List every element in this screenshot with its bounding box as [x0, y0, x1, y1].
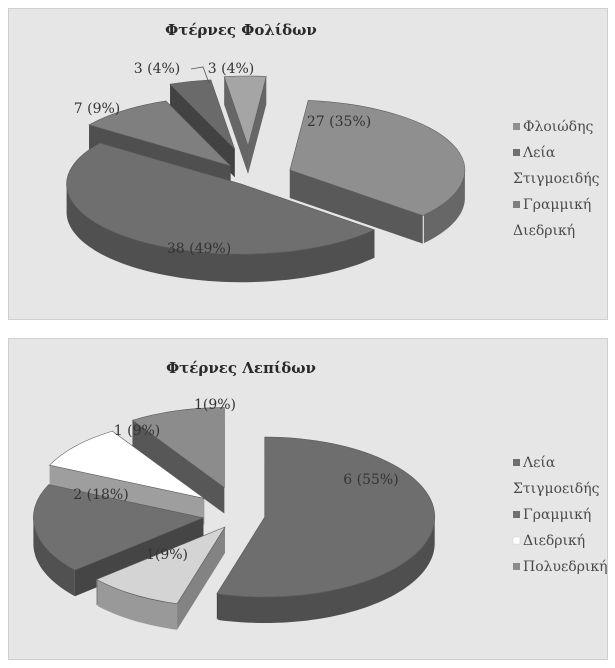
pie-slice-2-4 [131, 407, 225, 514]
pie-slice-2-0 [216, 436, 436, 623]
legend-text-2-1: Στιγμοειδής [513, 481, 600, 497]
pie-slice-top-2-3 [49, 430, 205, 499]
legend-swatch-2-4 [513, 563, 520, 570]
pie-slice-top-2-1 [95, 526, 226, 605]
pie-slice-1-0 [289, 100, 466, 244]
leader-line-1 [190, 66, 210, 84]
legend-text-2-3: Διεδρική [523, 533, 585, 549]
pie-slice-1-4 [223, 75, 267, 175]
pie-slice-wall-1-4 [224, 76, 249, 175]
data-label-2-2: 2 (18%) [73, 487, 128, 503]
pie-slice-side-1-0 [423, 170, 465, 244]
legend-text-2-4: Πολυεδρική [523, 559, 607, 575]
chart-panel-1: Φτέρνες Φολίδων 27 (35%) 38 (49%) 7 (9%)… [8, 8, 608, 320]
pie-chart-1: Φτέρνες Φολίδων 27 (35%) 38 (49%) 7 (9%)… [66, 21, 600, 283]
pie-slice-top-1-4 [223, 75, 267, 148]
chart-title-2: Φτέρνες Λεπίδων [166, 359, 316, 377]
legend-text-2-0: Λεία [522, 454, 556, 471]
pie-slice-side-2-1 [97, 580, 177, 630]
pie-slice-wall-2-4 [132, 420, 225, 514]
pie-slice-top-2-2 [33, 484, 205, 571]
pie-slice-1-1 [66, 142, 376, 283]
pie-slice-top-2-4 [131, 407, 225, 489]
legend-text-1-3: Γραμμική [523, 197, 591, 213]
pie-slice-top-1-0 [289, 100, 466, 216]
legend-swatch-2-2 [513, 511, 520, 518]
legend-swatch-2-0 [513, 459, 520, 466]
data-label-2-4: 1(9%) [194, 397, 236, 413]
pie-slice-top-2-0 [216, 436, 436, 598]
chart-title-1: Φτέρνες Φολίδων [165, 21, 317, 39]
legend-text-1-0: Φλοιώδης [523, 119, 594, 135]
legend-swatch-1-3 [513, 201, 520, 208]
data-label-2-1: 1(9%) [146, 547, 188, 563]
pie-slice-top-1-3 [169, 79, 236, 150]
pie-slice-side-1-1 [66, 185, 375, 283]
pie-slice-side-2-0 [217, 517, 435, 623]
data-label-1-0: 27 (35%) [307, 114, 371, 130]
pie-chart-2: Φτέρνες Λεπίδων 6 (55%) 1(9%) 2 (18%) 1 … [33, 359, 607, 630]
pie-slice-top-1-1 [66, 142, 376, 255]
legend-text-2-2: Γραμμική [523, 507, 591, 523]
legend-swatch-2-3 [512, 536, 521, 545]
data-label-1-3: 3 (4%) [134, 61, 181, 77]
legend-text-1-2: Στιγμοειδής [513, 171, 600, 187]
pie-slice-2-1 [95, 526, 226, 630]
pie-slice-top-1-2 [88, 100, 231, 167]
pie-slice-wall-1-0 [289, 170, 423, 244]
pie-slice-side-2-2 [33, 519, 75, 597]
legend-text-1-4: Διεδρική [513, 223, 575, 239]
legend-swatch-1-0 [513, 123, 520, 130]
data-label-2-0: 6 (55%) [343, 472, 398, 488]
pie-slice-2-2 [33, 484, 205, 597]
data-label-1-2: 7 (9%) [74, 101, 121, 117]
legend-text-1-1: Λεία [522, 144, 556, 161]
legend-swatch-1-1 [513, 149, 520, 156]
data-label-1-4: 3 (4%) [208, 61, 255, 77]
data-label-1-1: 38 (49%) [167, 241, 231, 257]
data-label-2-3: 1 (9%) [114, 423, 161, 439]
pie-slice-wall-1-4 [248, 76, 267, 175]
chart-panel-2: Φτέρνες Λεπίδων 6 (55%) 1(9%) 2 (18%) 1 … [8, 338, 608, 660]
